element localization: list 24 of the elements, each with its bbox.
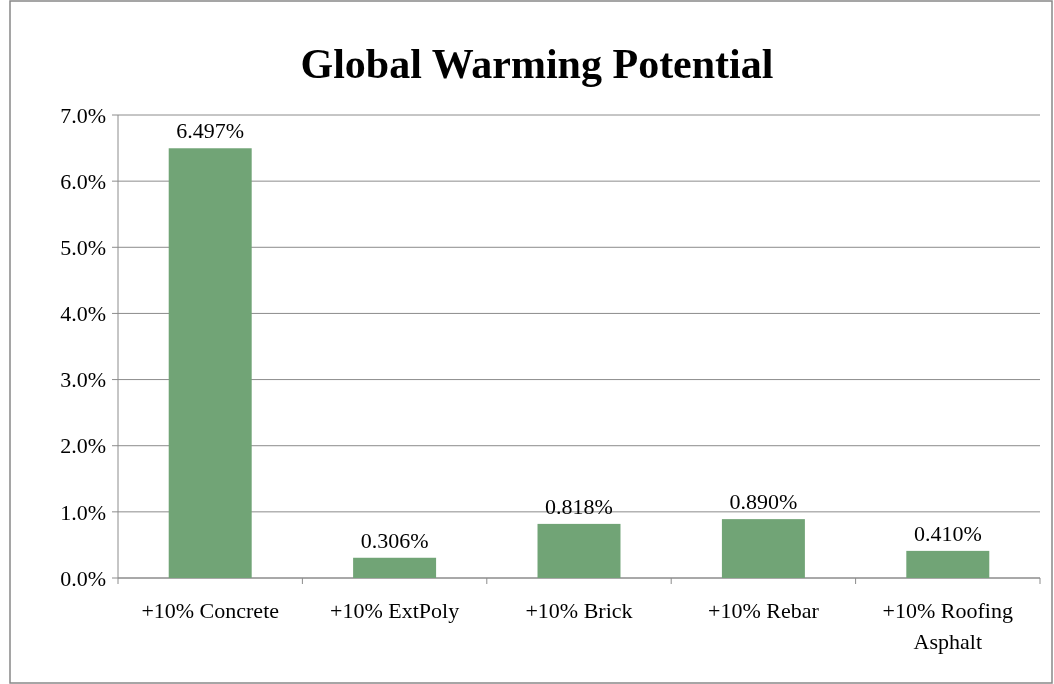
data-label: 0.306% <box>360 527 429 553</box>
x-tick-label: +10% Rebar <box>708 598 820 623</box>
y-tick-label: 3.0% <box>60 367 106 393</box>
y-tick-label: 0.0% <box>60 565 106 591</box>
bar <box>906 550 990 578</box>
y-tick-label: 1.0% <box>60 499 106 525</box>
y-tick-label: 4.0% <box>60 301 106 327</box>
y-tick-label: 2.0% <box>60 433 106 459</box>
bar <box>537 523 621 578</box>
y-tick-label: 7.0% <box>60 102 106 128</box>
bar <box>168 148 252 578</box>
bar <box>721 519 805 578</box>
data-label: 0.818% <box>545 493 613 519</box>
data-label: 0.410% <box>913 520 982 546</box>
chart-title: Global Warming Potential <box>300 41 774 87</box>
x-tick-label: +10% Roofing Asphalt <box>882 598 1013 654</box>
y-tick-label: 6.0% <box>60 168 106 194</box>
x-tick-label: +10% ExtPoly <box>330 598 460 623</box>
y-tick-label: 5.0% <box>60 234 106 260</box>
data-label: 6.497% <box>176 118 245 144</box>
bar <box>353 557 437 578</box>
x-tick-label: +10% Concrete <box>141 598 280 623</box>
x-tick-label: +10% Brick <box>525 598 633 623</box>
data-label: 0.890% <box>729 489 798 515</box>
